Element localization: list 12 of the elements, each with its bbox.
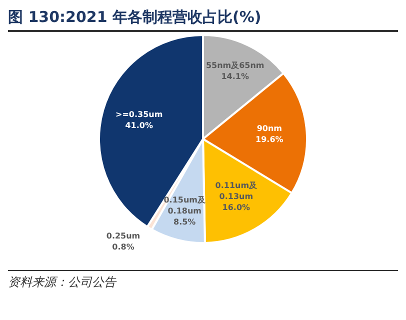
data-label: 19.6% bbox=[256, 134, 284, 144]
data-label: 0.8% bbox=[112, 242, 134, 252]
slice-label: 55nm及65nm bbox=[206, 60, 264, 70]
slice-label: >=0.35um bbox=[115, 110, 163, 120]
data-label: 16.0% bbox=[222, 202, 250, 212]
chart-title: 图 130:2021 年各制程营收占比(%) bbox=[8, 8, 398, 32]
slice-label: 0.11um及0.13um bbox=[215, 180, 258, 201]
slice-label: 90nm bbox=[256, 124, 282, 133]
data-label: 41.0% bbox=[125, 121, 153, 130]
text: 资料来源：公司公告 bbox=[8, 270, 398, 291]
data-label: 14.1% bbox=[221, 72, 249, 81]
slice-label: 0.25um bbox=[106, 231, 140, 240]
